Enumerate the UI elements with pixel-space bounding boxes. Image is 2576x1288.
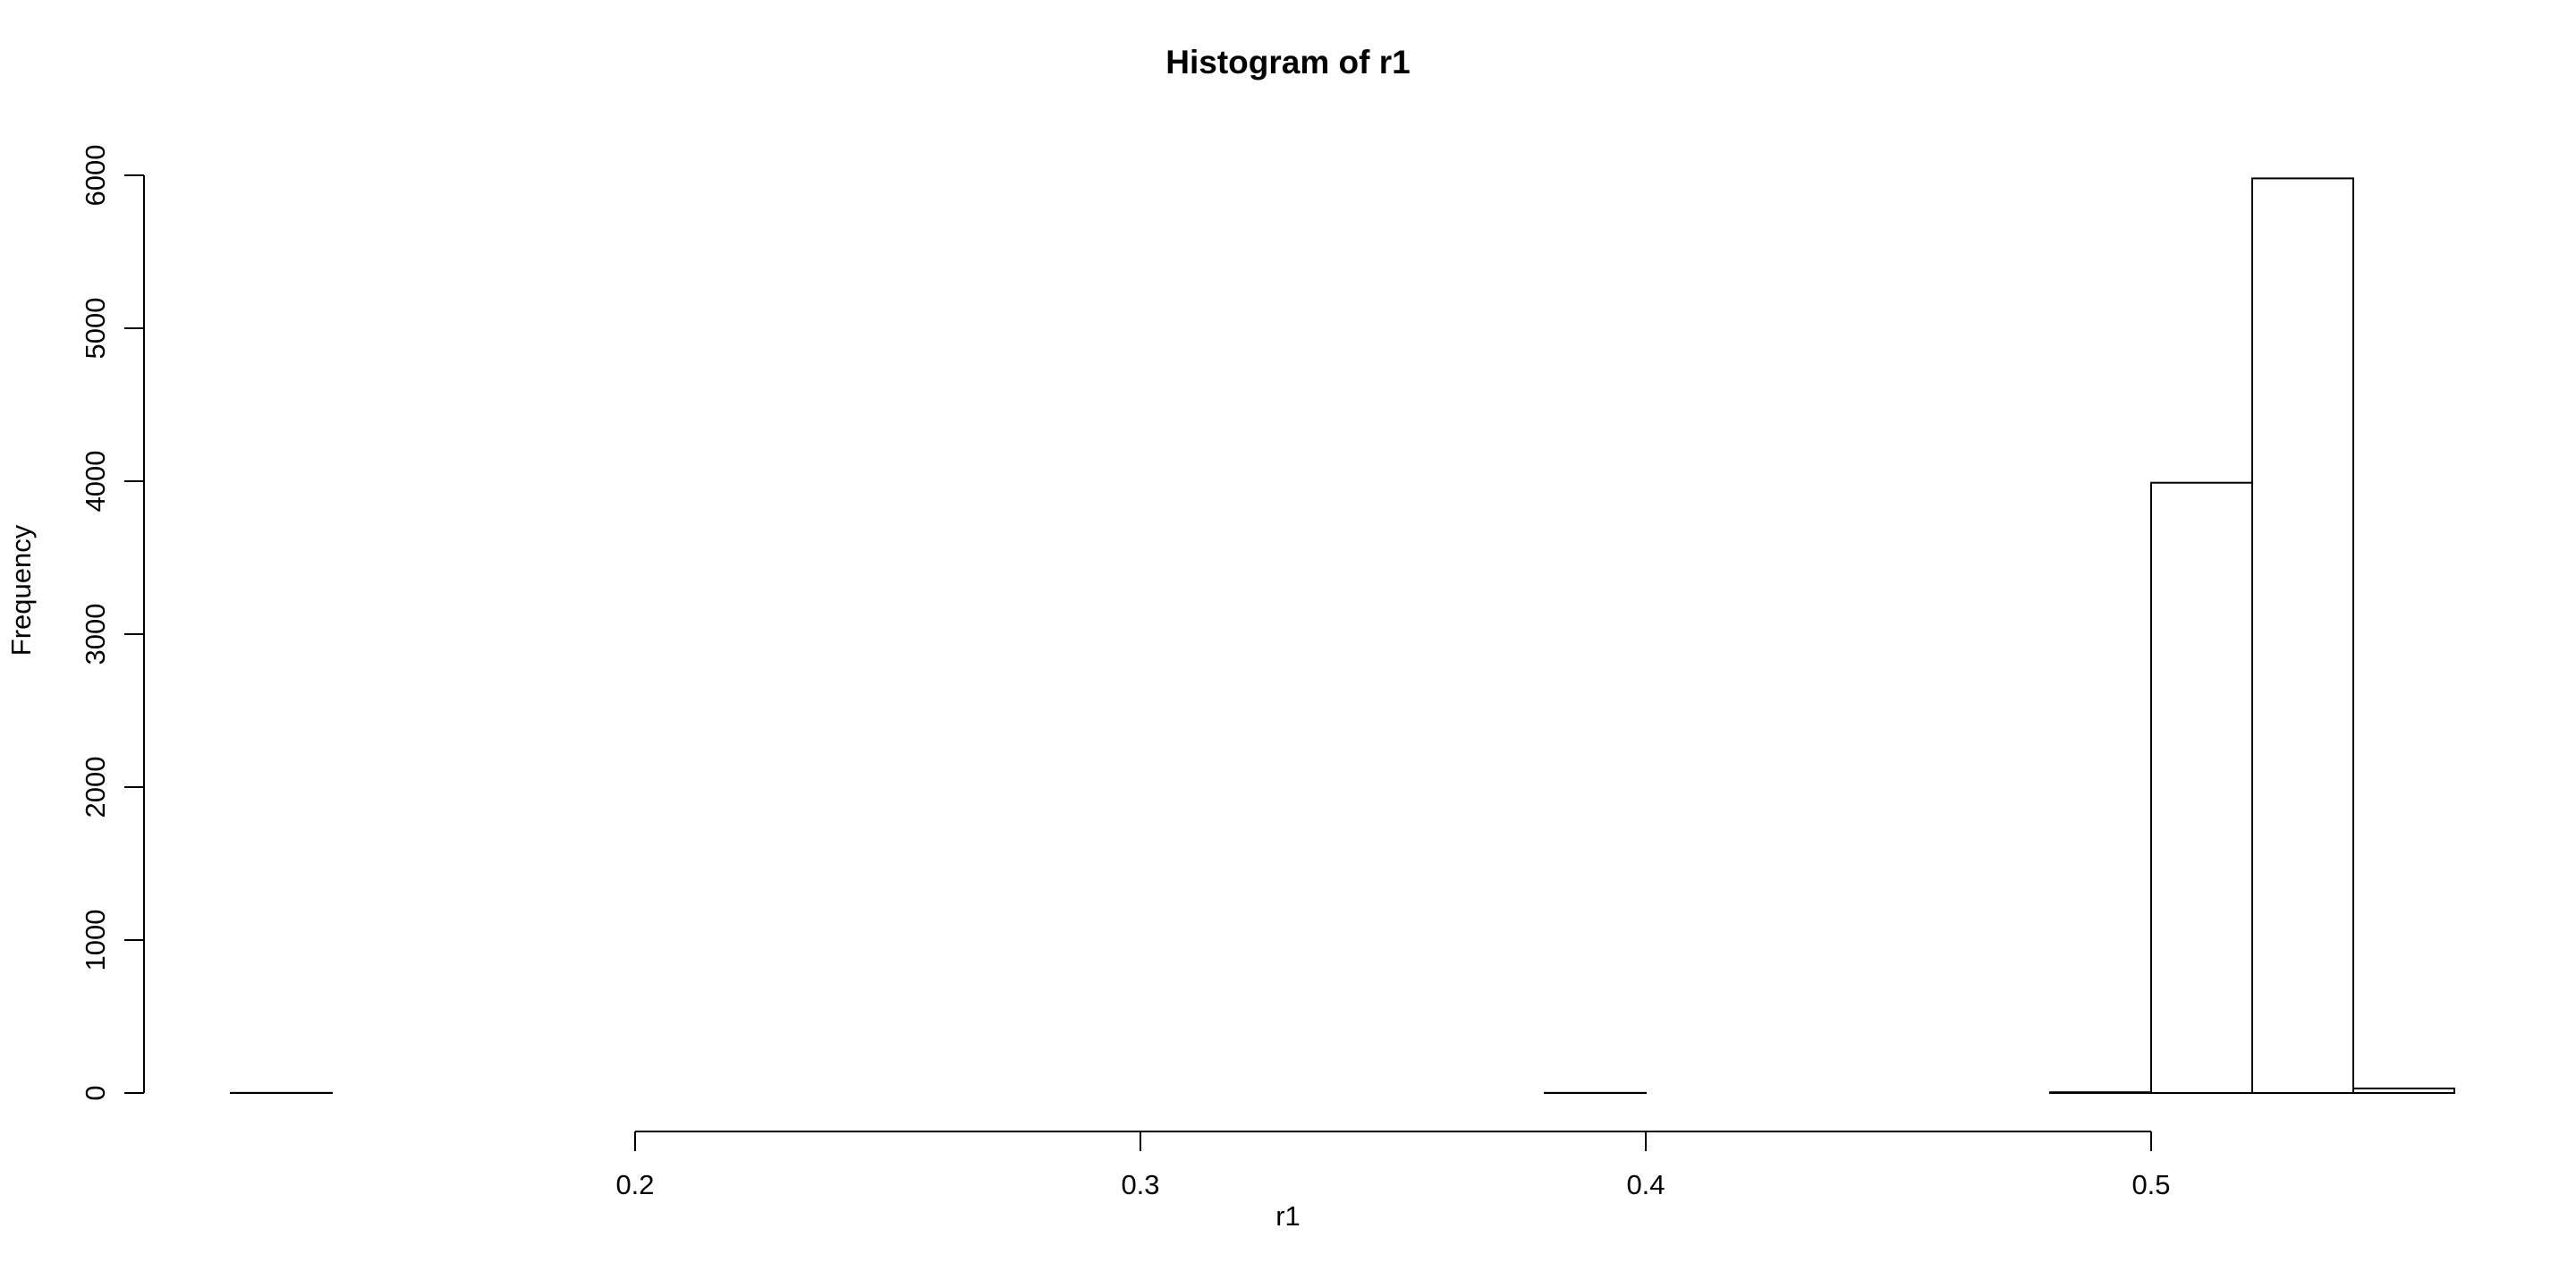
x-tick-label-3: 0.5	[2131, 1169, 2170, 1200]
x-tick-label-1: 0.3	[1121, 1169, 1159, 1200]
x-axis-label: r1	[1275, 1200, 1301, 1232]
y-tick-label-3: 3000	[80, 604, 111, 665]
histogram-bar-21	[2352, 1087, 2455, 1094]
bars-group	[230, 177, 2455, 1095]
y-tick-label-6: 6000	[80, 145, 111, 207]
histogram-bar-18	[2049, 1091, 2152, 1095]
y-tick-label-1: 1000	[80, 910, 111, 971]
y-tick-label-5: 5000	[80, 298, 111, 360]
y-axis-label: Frequency	[5, 524, 37, 656]
y-axis: 0 1000 2000 3000 4000 5000 6000	[80, 145, 145, 1101]
y-tick-label-2: 2000	[80, 757, 111, 818]
x-tick-label-2: 0.4	[1626, 1169, 1665, 1200]
y-tick-label-0: 0	[80, 1085, 111, 1100]
histogram-bar-19	[2150, 481, 2253, 1094]
y-tick-label-4: 4000	[80, 451, 111, 513]
histogram-bar-20	[2251, 177, 2354, 1095]
chart-title: Histogram of r1	[1165, 44, 1410, 80]
x-tick-label-0: 0.2	[615, 1169, 654, 1200]
x-axis: 0.2 0.3 0.4 0.5	[615, 1131, 2171, 1200]
